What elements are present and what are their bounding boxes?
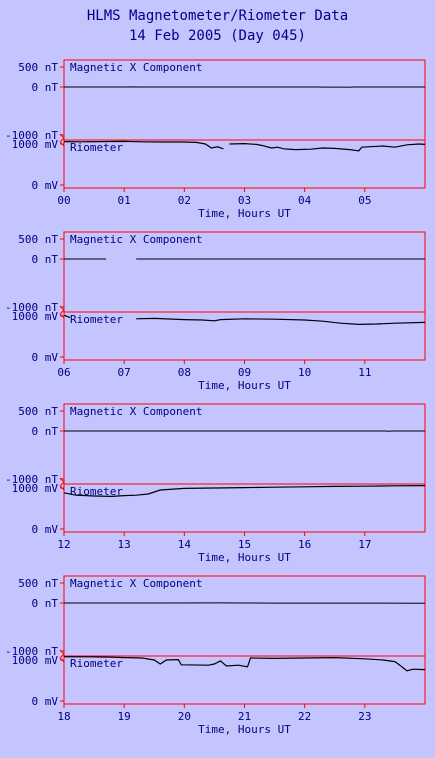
x-tick-label: 10 <box>298 366 311 379</box>
mag-y-tick-label: -1000 nT <box>5 645 58 658</box>
chart-subtitle: 14 Feb 2005 (Day 045) <box>128 28 306 44</box>
x-tick-label: 19 <box>118 710 131 723</box>
mag-y-tick-label: 500 nT <box>18 61 58 74</box>
riometer-trace <box>63 485 426 498</box>
x-tick-label: 23 <box>358 710 371 723</box>
mag-y-tick-label: -1000 nT <box>5 301 58 314</box>
rio-panel-label: Riometer <box>70 313 123 326</box>
mag-y-tick-label: 500 nT <box>18 577 58 590</box>
chart-title: HLMS Magnetometer/Riometer Data <box>86 8 349 24</box>
x-tick-label: 08 <box>178 366 191 379</box>
mag-y-tick-label: -1000 nT <box>5 473 58 486</box>
x-axis-label: Time, Hours UT <box>198 379 291 392</box>
mag-y-tick-label: -1000 nT <box>5 129 58 142</box>
riometer-trace <box>63 140 224 150</box>
mag-panel-label: Magnetic X Component <box>70 577 202 590</box>
x-tick-label: 02 <box>178 194 191 207</box>
x-tick-label: 18 <box>57 710 70 723</box>
x-axis-label: Time, Hours UT <box>198 207 291 220</box>
rio-y-tick-label: 0 mV <box>32 523 59 536</box>
x-tick-label: 16 <box>298 538 311 551</box>
x-tick-label: 17 <box>358 538 371 551</box>
x-tick-label: 05 <box>358 194 371 207</box>
rio-panel-label: Riometer <box>70 657 123 670</box>
riometer-trace <box>229 142 426 152</box>
x-tick-label: 07 <box>118 366 131 379</box>
riometer-trace <box>64 656 426 672</box>
mag-panel-label: Magnetic X Component <box>70 61 202 74</box>
mag-y-tick-label: 0 nT <box>32 81 59 94</box>
mag-y-tick-label: 0 nT <box>32 253 59 266</box>
mag-y-tick-label: 0 nT <box>32 425 59 438</box>
x-tick-label: 20 <box>178 710 191 723</box>
x-tick-label: 00 <box>57 194 70 207</box>
mag-y-tick-label: 500 nT <box>18 405 58 418</box>
x-tick-label: 14 <box>178 538 192 551</box>
mag-panel-label: Magnetic X Component <box>70 405 202 418</box>
x-tick-label: 09 <box>238 366 251 379</box>
x-tick-label: 11 <box>358 366 371 379</box>
x-tick-label: 06 <box>57 366 70 379</box>
rio-y-tick-label: 0 mV <box>32 351 59 364</box>
x-axis-label: Time, Hours UT <box>198 723 291 736</box>
x-tick-label: 01 <box>118 194 131 207</box>
riometer-trace <box>63 314 71 319</box>
mag-panel-label: Magnetic X Component <box>70 233 202 246</box>
rio-y-tick-label: 1000 mV <box>12 310 59 323</box>
x-axis-label: Time, Hours UT <box>198 551 291 564</box>
x-tick-label: 12 <box>57 538 70 551</box>
rio-panel-label: Riometer <box>70 141 123 154</box>
x-tick-label: 03 <box>238 194 251 207</box>
x-tick-label: 15 <box>238 538 251 551</box>
x-tick-label: 13 <box>118 538 131 551</box>
mag-y-tick-label: 0 nT <box>32 597 59 610</box>
x-tick-label: 04 <box>298 194 312 207</box>
riometer-trace <box>136 317 426 326</box>
rio-y-tick-label: 1000 mV <box>12 654 59 667</box>
x-tick-label: 22 <box>298 710 311 723</box>
rio-panel-label: Riometer <box>70 485 123 498</box>
x-tick-label: 21 <box>238 710 251 723</box>
rio-y-tick-label: 1000 mV <box>12 138 59 151</box>
mag-y-tick-label: 500 nT <box>18 233 58 246</box>
rio-y-tick-label: 1000 mV <box>12 482 59 495</box>
rio-y-tick-label: 0 mV <box>32 179 59 192</box>
rio-y-tick-label: 0 mV <box>32 695 59 708</box>
